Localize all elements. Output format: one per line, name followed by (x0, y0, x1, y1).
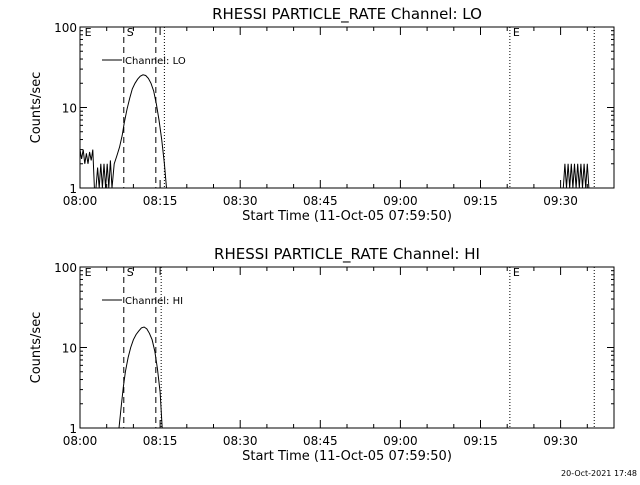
y-axis-label: Counts/sec (29, 72, 44, 144)
panel-hi: RHESSI PARTICLE_RATE Channel: HI 1 10 100 08… (29, 245, 615, 464)
x-tick-label: 09:00 (383, 434, 418, 448)
marker-label: E (85, 26, 92, 39)
series-line (79, 149, 95, 189)
x-tick-label: 09:15 (463, 434, 498, 448)
y-tick-label: 100 (54, 261, 77, 275)
y-tick-label: 1 (69, 422, 77, 436)
x-tick-label: 09:15 (463, 194, 498, 208)
x-tick-label: 08:45 (303, 434, 338, 448)
marker-label: S (127, 266, 134, 279)
plot-frame (79, 26, 615, 189)
y-tick-label: 10 (62, 342, 77, 356)
x-tick-label: 08:00 (63, 194, 98, 208)
x-tick-label: 08:00 (63, 434, 98, 448)
x-tick-label: 08:15 (143, 434, 178, 448)
plot-frame (79, 266, 615, 429)
x-tick-label: 08:15 (143, 194, 178, 208)
y-tick-label: 10 (62, 102, 77, 116)
legend-label: Channel: HI (125, 296, 183, 307)
marker-label: S (127, 26, 134, 39)
chart-title: RHESSI PARTICLE_RATE Channel: LO (212, 5, 482, 24)
series-line (95, 74, 167, 189)
x-tick-label: 09:00 (383, 194, 418, 208)
y-axis-label: Counts/sec (29, 312, 44, 384)
x-tick-label: 08:30 (223, 194, 258, 208)
marker-label: E (513, 26, 520, 39)
footer-timestamp: 20-Oct-2021 17:48 (561, 469, 637, 478)
legend-label: Channel: LO (125, 56, 186, 67)
panel-lo: RHESSI PARTICLE_RATE Channel: LO 1 10 100 08… (29, 5, 615, 224)
x-tick-label: 08:45 (303, 194, 338, 208)
series-line (118, 326, 163, 429)
x-axis-label: Start Time (11-Oct-05 07:59:50) (242, 449, 452, 464)
x-tick-label: 09:30 (543, 434, 578, 448)
marker-label: E (513, 266, 520, 279)
x-tick-label: 09:30 (543, 194, 578, 208)
y-tick-label: 1 (69, 182, 77, 196)
y-tick-label: 100 (54, 21, 77, 35)
chart-title: RHESSI PARTICLE_RATE Channel: HI (214, 245, 480, 264)
marker-label: E (85, 266, 92, 279)
x-axis-label: Start Time (11-Oct-05 07:59:50) (242, 209, 452, 224)
series-line (562, 163, 590, 189)
x-tick-label: 08:30 (223, 434, 258, 448)
